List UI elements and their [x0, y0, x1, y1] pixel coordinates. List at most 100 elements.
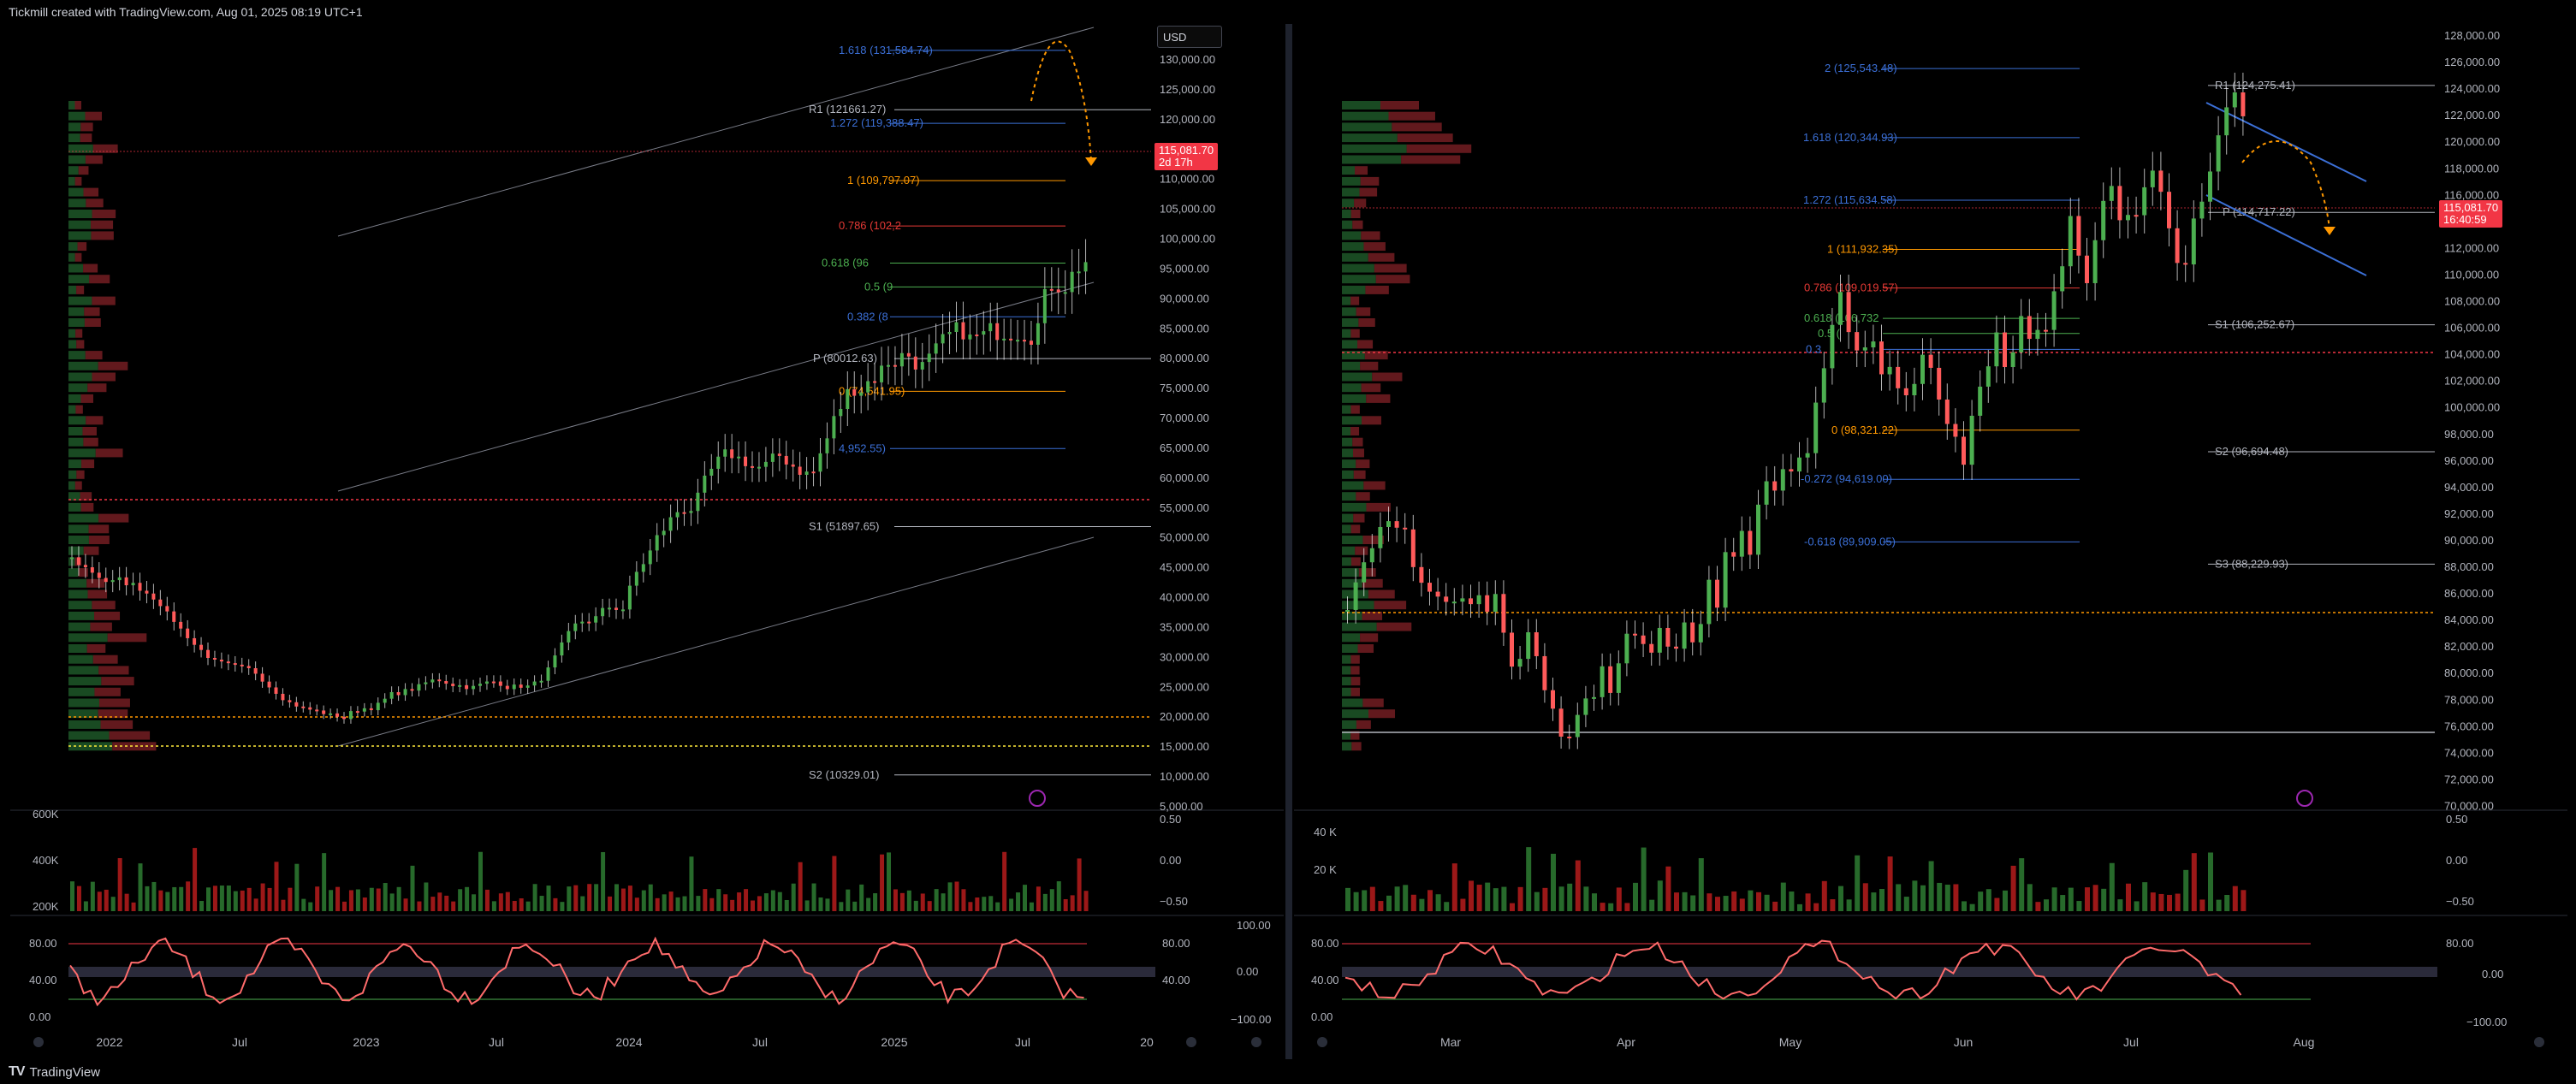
- right-volume-profile-bar: [1342, 405, 1351, 414]
- left-candle: [818, 453, 822, 472]
- right-volume-bar: [1510, 903, 1515, 911]
- left-volume-profile-bar: [68, 307, 85, 317]
- left-volume-profile-bar: [68, 655, 93, 664]
- right-candle: [1838, 292, 1843, 325]
- left-candle: [131, 583, 135, 586]
- right-volume-bar: [1567, 883, 1573, 911]
- left-volume-bar: [594, 884, 599, 911]
- brand[interactable]: TV TradingView: [9, 1064, 100, 1080]
- right-y-tick: 70,000.00: [2444, 799, 2494, 812]
- right-pivot-label: S2 (96,694.48): [2215, 445, 2288, 458]
- left-volume-bar: [906, 890, 911, 911]
- left-candle: [233, 663, 237, 666]
- right-x-tick: Mar: [1440, 1035, 1461, 1049]
- right-volume-bar: [1517, 886, 1523, 911]
- left-volume-profile-bar: [76, 470, 85, 479]
- right-volume-right-tick: −0.50: [2446, 895, 2474, 908]
- left-candle: [934, 343, 938, 354]
- left-candle: [315, 709, 319, 712]
- right-volume-bar: [1985, 889, 1991, 911]
- right-volume-right-tick: 0.00: [2446, 854, 2467, 867]
- right-volume-bar: [1855, 855, 1861, 911]
- right-volume-profile-bar: [1342, 198, 1355, 208]
- left-candle: [982, 331, 986, 335]
- left-last-price-label: 115,081.70 2d 17h: [1154, 143, 1219, 170]
- right-volume-bar: [1345, 887, 1350, 911]
- right-volume-profile-bar: [1350, 210, 1361, 218]
- left-candle: [179, 621, 183, 629]
- left-volume-profile-bar: [98, 698, 130, 708]
- right-candle: [1928, 354, 1933, 368]
- left-volume-profile-bar: [68, 546, 84, 555]
- right-rsi-right-tick: 80.00: [2446, 937, 2474, 950]
- right-candle: [1493, 594, 1498, 612]
- left-fib-label: 1.618 (131,584.74): [839, 44, 933, 56]
- left-volume-bar: [246, 887, 252, 911]
- right-candle: [1575, 714, 1580, 737]
- left-candle: [798, 466, 802, 475]
- right-volume-profile-bar: [1342, 742, 1352, 751]
- right-volume-bar: [2199, 899, 2205, 911]
- left-volume-profile-bar: [68, 394, 81, 403]
- right-volume-bar: [1723, 896, 1729, 911]
- left-candle: [573, 623, 578, 631]
- right-channel-upper: [2205, 102, 2367, 182]
- right-candle: [1953, 424, 1958, 437]
- right-volume-bar: [1756, 891, 1761, 911]
- right-volume-profile-bar: [1360, 633, 1379, 643]
- right-volume-bar: [2101, 888, 2107, 911]
- left-volume-profile-bar: [83, 437, 98, 447]
- left-volume-bar: [641, 890, 646, 911]
- right-volume-bar: [2241, 890, 2247, 911]
- right-volume-profile-bar: [1342, 101, 1380, 110]
- right-volume-profile-bar: [1342, 242, 1364, 252]
- left-volume-bar: [165, 891, 170, 911]
- left-candle: [512, 684, 516, 690]
- left-candle: [634, 572, 638, 586]
- currency-selector[interactable]: USD: [1157, 26, 1222, 48]
- left-volume-profile-bar: [68, 524, 89, 534]
- right-candle: [1583, 698, 1588, 715]
- left-fib-label: 0.382 (8: [847, 310, 888, 323]
- left-volume-profile-bar: [68, 155, 86, 164]
- right-fib-label: 1.618 (120,344.93): [1803, 131, 1897, 144]
- right-volume-profile-bar: [1342, 187, 1360, 197]
- right-candle: [2150, 170, 2155, 187]
- right-volume-bar: [1764, 894, 1770, 911]
- right-volume-profile-bar: [1359, 187, 1378, 197]
- right-volume-profile-bar: [1342, 122, 1392, 132]
- right-volume-bar: [2134, 901, 2140, 911]
- left-volume-profile-bar: [68, 220, 92, 229]
- left-candle: [519, 684, 523, 688]
- right-volume-profile-bar: [1350, 427, 1360, 435]
- left-volume-profile-bar: [68, 644, 87, 653]
- left-volume-bar: [1056, 881, 1061, 911]
- left-candle: [525, 685, 530, 688]
- left-candle: [906, 352, 911, 357]
- right-y-tick: 92,000.00: [2444, 507, 2494, 520]
- right-y-tick: 106,000.00: [2444, 322, 2500, 335]
- right-volume-profile-bar: [1361, 416, 1381, 425]
- left-candle: [383, 698, 387, 703]
- left-volume-bar: [744, 889, 749, 911]
- left-log-icon: [1251, 1037, 1261, 1047]
- left-rsi-tick: 0.00: [29, 1010, 50, 1023]
- left-volume-bar: [403, 898, 408, 911]
- right-volume-profile-bar: [1356, 492, 1370, 501]
- right-y-tick: 112,000.00: [2444, 241, 2499, 254]
- left-volume-bar: [389, 893, 395, 911]
- right-candle: [1871, 341, 1876, 348]
- left-channel-middle: [337, 281, 1095, 492]
- right-volume-profile-bar: [1372, 372, 1403, 382]
- left-event-icon: [1029, 790, 1046, 807]
- left-y-tick: 95,000.00: [1160, 262, 1209, 275]
- right-candle: [1444, 596, 1449, 602]
- right-y-tick: 76,000.00: [2444, 720, 2494, 732]
- right-volume-bar: [1542, 887, 1548, 911]
- left-volume-bar: [525, 901, 531, 911]
- right-x-tick: May: [1779, 1035, 1801, 1049]
- right-volume-bar: [2109, 862, 2115, 911]
- left-candle: [662, 530, 666, 536]
- left-volume-bar: [961, 889, 966, 911]
